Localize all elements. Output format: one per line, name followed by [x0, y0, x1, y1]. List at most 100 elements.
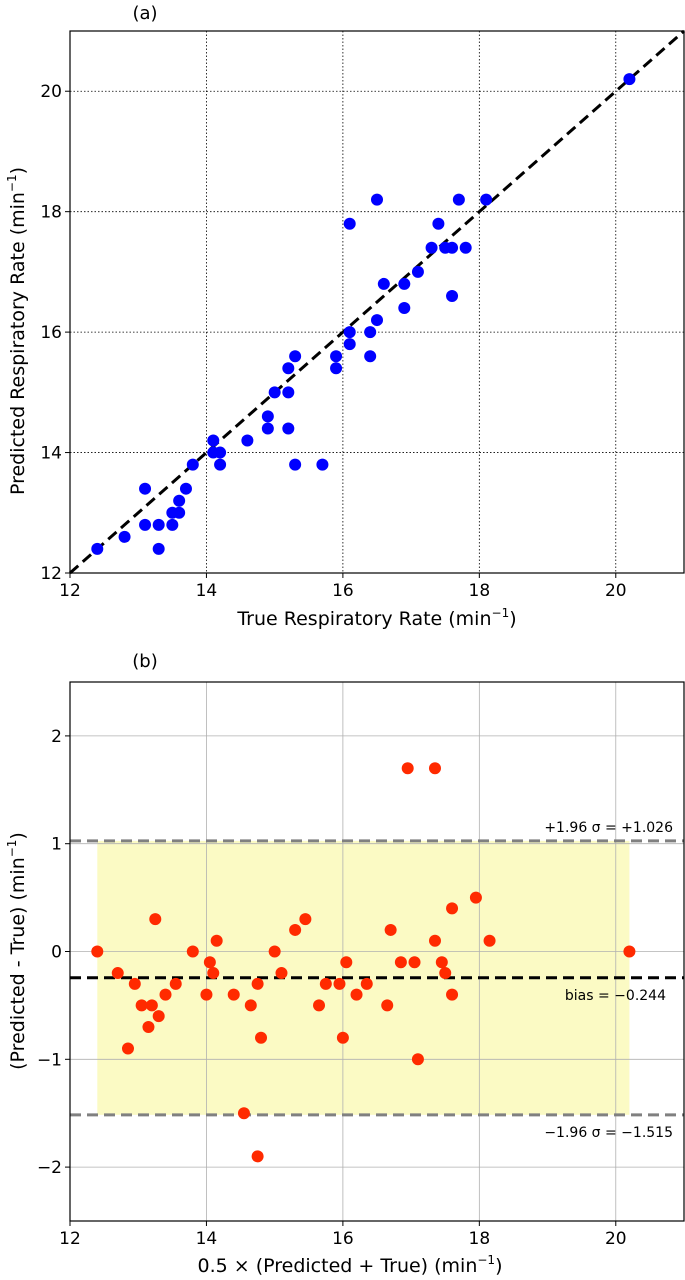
data-point [207, 434, 220, 447]
data-point [428, 934, 441, 947]
data-point [179, 482, 192, 495]
data-point [439, 967, 452, 980]
panel-a-label: (a) [132, 3, 157, 24]
panel-b-x-axis-label: 0.5 × (Predicted + True) (min−1) [198, 1253, 503, 1277]
x-tick-label: 12 [59, 1229, 81, 1249]
panel-b-x-ticks: 12 14 16 18 20 [59, 1221, 627, 1249]
y-tick-label: −1 [37, 1050, 62, 1070]
panel-b-points [91, 762, 636, 1163]
data-point [145, 999, 158, 1012]
data-point [152, 1010, 165, 1023]
data-point [446, 289, 459, 302]
data-point [411, 265, 424, 278]
y-tick-label: 20 [40, 82, 62, 102]
data-point [316, 458, 329, 471]
data-point [173, 494, 186, 507]
y-tick-label: 12 [40, 564, 62, 584]
data-point [268, 945, 281, 958]
data-point [371, 314, 383, 327]
data-point [118, 530, 131, 543]
data-point [425, 241, 438, 254]
data-point [480, 193, 493, 206]
bias-label: bias = −0.244 [565, 988, 666, 1004]
data-point [237, 1107, 250, 1120]
data-point [139, 482, 152, 495]
x-tick-label: 16 [332, 1229, 354, 1249]
x-tick-label: 20 [605, 1229, 627, 1249]
data-point [435, 956, 448, 969]
data-point [121, 1042, 134, 1055]
data-point [343, 217, 356, 230]
panel-a-x-ticks: 12 14 16 18 20 [59, 573, 627, 601]
data-point [173, 506, 186, 519]
x-tick-label: 12 [59, 581, 81, 601]
data-point [343, 338, 356, 351]
data-point [268, 386, 281, 399]
data-point [336, 1031, 349, 1044]
data-point [261, 422, 274, 435]
data-point [91, 945, 104, 958]
panel-b-y-ticks: −2 −1 0 1 2 [37, 727, 70, 1178]
data-point [350, 988, 363, 1001]
data-point [364, 350, 377, 363]
panel-b-y-axis-label: (Predicted - True) (min−1) [5, 832, 29, 1070]
data-point [227, 988, 240, 1001]
data-point [483, 934, 496, 947]
data-point [91, 542, 104, 555]
data-point [135, 999, 148, 1012]
data-point [360, 977, 373, 990]
data-point [398, 302, 411, 315]
data-point [275, 967, 288, 980]
data-point [282, 362, 295, 375]
data-point [159, 988, 172, 1001]
data-point [452, 193, 465, 206]
data-point [381, 999, 394, 1012]
data-point [282, 422, 295, 435]
data-point [623, 73, 636, 86]
x-tick-label: 18 [469, 1229, 491, 1249]
data-point [261, 410, 274, 423]
upper-limit-label: +1.96 σ = +1.026 [544, 820, 673, 836]
data-point [330, 350, 343, 363]
x-tick-label: 18 [469, 581, 491, 601]
x-tick-label: 14 [196, 1229, 218, 1249]
data-point [398, 277, 411, 290]
data-point [340, 956, 353, 969]
data-point [394, 956, 407, 969]
x-tick-label: 14 [196, 581, 218, 601]
x-tick-label: 20 [605, 581, 627, 601]
data-point [289, 458, 302, 471]
data-point [364, 326, 377, 339]
data-point [446, 241, 459, 254]
data-point [255, 1031, 268, 1044]
data-point [166, 518, 179, 531]
data-point [251, 1150, 264, 1163]
data-point [377, 277, 390, 290]
panel-a-y-axis-label: Predicted Respiratory Rate (min−1) [5, 167, 29, 495]
data-point [401, 762, 414, 775]
data-point [428, 762, 441, 775]
panel-a-x-axis-label: True Respiratory Rate (min−1) [236, 606, 516, 630]
data-point [289, 350, 302, 363]
data-point [244, 999, 257, 1012]
y-tick-label: 2 [51, 727, 62, 747]
lower-limit-label: −1.96 σ = −1.515 [544, 1125, 673, 1141]
data-point [408, 956, 421, 969]
data-point [343, 326, 356, 339]
data-point [282, 386, 295, 399]
data-point [186, 458, 199, 471]
data-point [446, 988, 459, 1001]
data-point [330, 362, 343, 375]
data-point [152, 518, 165, 531]
data-point [186, 945, 199, 958]
panel-a: (a) 12 14 16 18 20 12 14 16 18 20 True Respirato… [5, 3, 685, 630]
x-tick-label: 16 [332, 581, 354, 601]
data-point [200, 988, 213, 1001]
data-point [469, 891, 482, 904]
data-point [333, 977, 346, 990]
panel-a-points [91, 73, 636, 555]
data-point [384, 923, 397, 936]
data-point [169, 977, 182, 990]
